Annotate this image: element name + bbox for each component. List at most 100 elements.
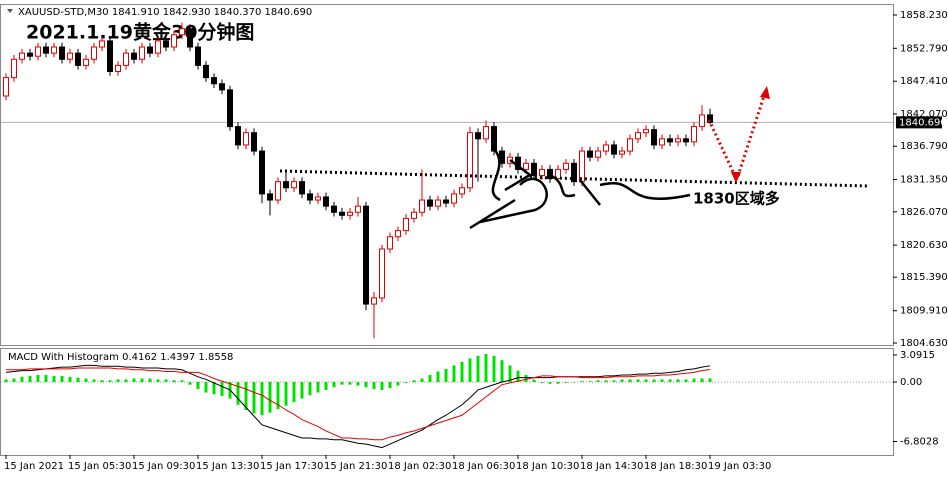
candle-body — [155, 40, 161, 54]
y-tick-label: 1852.790 — [900, 43, 948, 54]
histogram-bar — [236, 382, 240, 405]
histogram-bar — [244, 382, 248, 410]
y-tick-label: 0.00 — [900, 377, 922, 388]
histogram-bar — [652, 379, 656, 383]
y-tick-label: 1820.630 — [900, 240, 948, 251]
candle-body — [131, 52, 137, 60]
price-panel — [0, 4, 894, 346]
last-price-label: 1840.690 — [899, 117, 947, 128]
histogram-bar — [660, 379, 664, 383]
histogram-bar — [620, 379, 624, 383]
candle-body — [411, 211, 417, 219]
histogram-bar — [324, 382, 328, 390]
candle-body — [123, 52, 129, 66]
candle-body — [611, 144, 617, 155]
histogram-bar — [644, 379, 648, 383]
histogram-bar — [356, 382, 360, 386]
candle-body — [659, 138, 665, 146]
y-tick-label: 1836.790 — [900, 141, 948, 152]
histogram-bar — [412, 380, 416, 383]
candle-body — [251, 132, 257, 152]
y-tick-label: 1847.410 — [900, 76, 948, 87]
forecast-arrows — [707, 95, 766, 177]
last-price-box — [896, 116, 942, 129]
candle-body — [691, 126, 697, 143]
candle-body — [339, 211, 345, 216]
candle-body — [43, 46, 49, 54]
candle-body — [363, 205, 369, 305]
candle-body — [459, 187, 465, 195]
candle-body — [115, 64, 121, 73]
candle-body — [539, 168, 545, 177]
histogram-bar — [100, 380, 104, 383]
x-tick-label: 18 Jan 06:30 — [452, 461, 515, 472]
candle-body — [395, 230, 401, 238]
histogram-bar — [484, 354, 488, 383]
candle-body — [435, 199, 441, 207]
candle-body — [211, 77, 217, 85]
histogram-bar — [508, 365, 512, 383]
candle-body — [667, 138, 673, 143]
histogram-bar — [68, 376, 72, 383]
x-tick-label: 15 Jan 2021 — [4, 461, 64, 472]
support-line — [279, 169, 869, 188]
candle-body — [307, 193, 313, 201]
histogram-bar — [524, 375, 528, 383]
x-tick-label: 15 Jan 09:30 — [132, 461, 195, 472]
histogram-bar — [516, 370, 520, 383]
histogram-bar — [636, 379, 640, 383]
chart-title: 2021.1.19黄金30分钟图 — [26, 21, 254, 44]
candle-body — [531, 162, 537, 177]
candle-body — [179, 28, 185, 36]
menu-arrow[interactable] — [7, 9, 13, 13]
histogram-bar — [340, 382, 344, 385]
histogram-bar — [292, 382, 296, 403]
candle-body — [419, 199, 425, 213]
histogram-bar — [588, 381, 592, 383]
histogram-bar — [444, 368, 448, 383]
x-tick-label: 15 Jan 17:30 — [260, 461, 323, 472]
x-tick-label: 18 Jan 18:30 — [644, 461, 707, 472]
candle-body — [187, 28, 193, 48]
candle-body — [475, 132, 481, 140]
candle-body — [291, 181, 297, 189]
candle-body — [219, 83, 225, 91]
candle-body — [387, 236, 393, 250]
histogram-bar — [20, 376, 24, 383]
candle-body — [99, 40, 105, 48]
macd-line — [6, 367, 711, 441]
histogram-bar — [468, 358, 472, 383]
candle-body — [643, 129, 649, 134]
candle-body — [235, 126, 241, 146]
histogram-bar — [108, 380, 112, 383]
candle-body — [467, 132, 473, 189]
candle-body — [203, 64, 209, 79]
histogram-bar — [172, 380, 176, 383]
histogram-bar — [116, 379, 120, 383]
candle-body — [355, 205, 361, 213]
histogram-bar — [252, 382, 256, 414]
histogram-bar — [204, 382, 208, 393]
histogram-bar — [348, 382, 352, 385]
y-tick-label: 1809.910 — [900, 306, 948, 317]
histogram-bar — [420, 378, 424, 383]
y-tick-label: 1815.390 — [900, 272, 948, 283]
histogram-bar — [260, 382, 264, 416]
histogram-bar — [268, 382, 272, 413]
candle-body — [323, 196, 329, 207]
histogram-bar — [692, 378, 696, 383]
candle-body — [227, 89, 233, 128]
histogram-bar — [188, 382, 192, 385]
candle-body — [347, 211, 353, 216]
histogram-bar — [180, 380, 184, 383]
histogram-bar — [476, 355, 480, 383]
histogram-bar — [156, 379, 160, 383]
y-tick-label: 1842.070 — [900, 109, 948, 120]
histogram-bar — [604, 380, 608, 383]
candle-body — [195, 46, 201, 66]
x-tick-label: 18 Jan 14:30 — [580, 461, 643, 472]
histogram-bar — [332, 382, 336, 388]
y-tick-label: 1858.230 — [900, 10, 948, 21]
histogram-bar — [380, 382, 384, 390]
